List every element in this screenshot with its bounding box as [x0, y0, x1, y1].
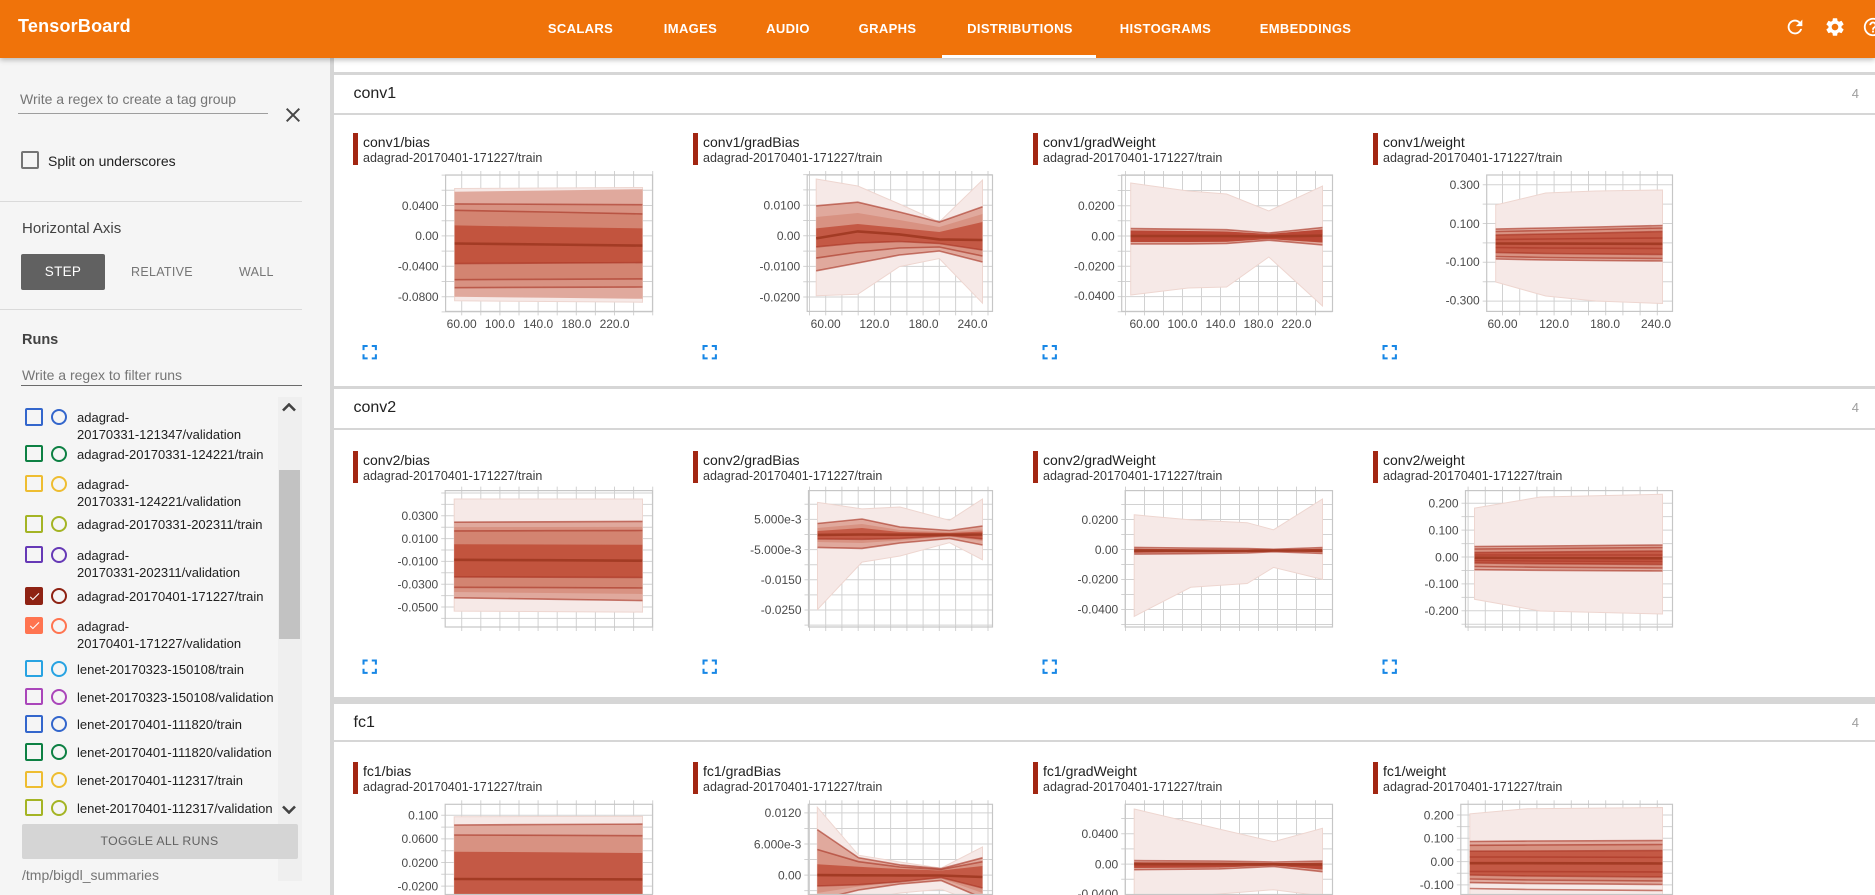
svg-text:-0.0100: -0.0100 [759, 260, 800, 274]
svg-text:0.200: 0.200 [1428, 497, 1458, 511]
svg-text:0.300: 0.300 [1449, 178, 1479, 192]
svg-text:180.0: 180.0 [1590, 317, 1620, 331]
svg-text:-0.0200: -0.0200 [1073, 259, 1114, 273]
svg-text:-0.0200: -0.0200 [759, 290, 800, 304]
svg-text:6.000e-3: 6.000e-3 [753, 837, 801, 851]
svg-text:100.0: 100.0 [484, 317, 514, 331]
svg-text:180.0: 180.0 [908, 317, 938, 331]
svg-text:0.0120: 0.0120 [764, 806, 801, 820]
svg-text:-0.0400: -0.0400 [1073, 289, 1114, 303]
svg-text:0.100: 0.100 [1428, 523, 1458, 537]
svg-text:-0.0250: -0.0250 [760, 603, 801, 617]
svg-text:-0.100: -0.100 [1419, 878, 1453, 892]
svg-text:0.0400: 0.0400 [401, 199, 438, 213]
svg-text:0.00: 0.00 [1091, 229, 1115, 243]
svg-text:0.0400: 0.0400 [1081, 827, 1118, 841]
svg-text:0.00: 0.00 [1094, 857, 1118, 871]
svg-text:140.0: 140.0 [523, 317, 553, 331]
svg-text:180.0: 180.0 [561, 317, 591, 331]
svg-text:0.00: 0.00 [1435, 550, 1459, 564]
svg-text:-0.0200: -0.0200 [1077, 573, 1118, 587]
svg-text:-0.0400: -0.0400 [397, 260, 438, 274]
svg-text:0.0100: 0.0100 [763, 199, 800, 213]
svg-text:-0.200: -0.200 [1424, 604, 1458, 618]
svg-text:5.000e-3: 5.000e-3 [754, 513, 802, 527]
svg-text:180.0: 180.0 [1243, 317, 1273, 331]
svg-text:-0.0300: -0.0300 [397, 578, 438, 592]
svg-text:0.00: 0.00 [1430, 855, 1454, 869]
svg-text:-0.0800: -0.0800 [397, 290, 438, 304]
svg-text:60.00: 60.00 [810, 317, 840, 331]
svg-text:0.00: 0.00 [777, 868, 801, 882]
svg-text:0.00: 0.00 [776, 229, 800, 243]
svg-text:60.00: 60.00 [1487, 317, 1517, 331]
svg-text:0.0200: 0.0200 [1081, 513, 1118, 527]
svg-text:0.0200: 0.0200 [1077, 199, 1114, 213]
svg-text:-0.0400: -0.0400 [1077, 603, 1118, 617]
svg-text:60.00: 60.00 [1129, 317, 1159, 331]
svg-text:-0.100: -0.100 [1424, 577, 1458, 591]
svg-text:140.0: 140.0 [1205, 317, 1235, 331]
svg-text:220.0: 220.0 [1281, 317, 1311, 331]
svg-text:-5.000e-3: -5.000e-3 [750, 543, 802, 557]
svg-text:0.0600: 0.0600 [401, 832, 438, 846]
svg-text:-0.0100: -0.0100 [397, 555, 438, 569]
svg-text:-0.0500: -0.0500 [397, 600, 438, 614]
svg-text:0.100: 0.100 [408, 809, 438, 823]
svg-text:120.0: 120.0 [859, 317, 889, 331]
svg-text:-0.0400: -0.0400 [1077, 887, 1118, 895]
svg-text:0.100: 0.100 [1423, 832, 1453, 846]
svg-text:0.0200: 0.0200 [401, 856, 438, 870]
svg-text:100.0: 100.0 [1167, 317, 1197, 331]
svg-text:0.00: 0.00 [1094, 543, 1118, 557]
svg-text:0.200: 0.200 [1423, 808, 1453, 822]
svg-text:0.00: 0.00 [415, 229, 439, 243]
svg-text:-0.0150: -0.0150 [760, 573, 801, 587]
svg-text:-0.300: -0.300 [1445, 294, 1479, 308]
svg-text:0.0100: 0.0100 [401, 532, 438, 546]
svg-text:240.0: 240.0 [957, 317, 987, 331]
svg-text:0.100: 0.100 [1449, 217, 1479, 231]
svg-text:120.0: 120.0 [1539, 317, 1569, 331]
svg-text:0.0300: 0.0300 [401, 509, 438, 523]
svg-text:220.0: 220.0 [599, 317, 629, 331]
svg-text:-0.100: -0.100 [1445, 255, 1479, 269]
svg-text:60.00: 60.00 [446, 317, 476, 331]
svg-text:240.0: 240.0 [1640, 317, 1670, 331]
svg-text:-0.0200: -0.0200 [397, 879, 438, 893]
